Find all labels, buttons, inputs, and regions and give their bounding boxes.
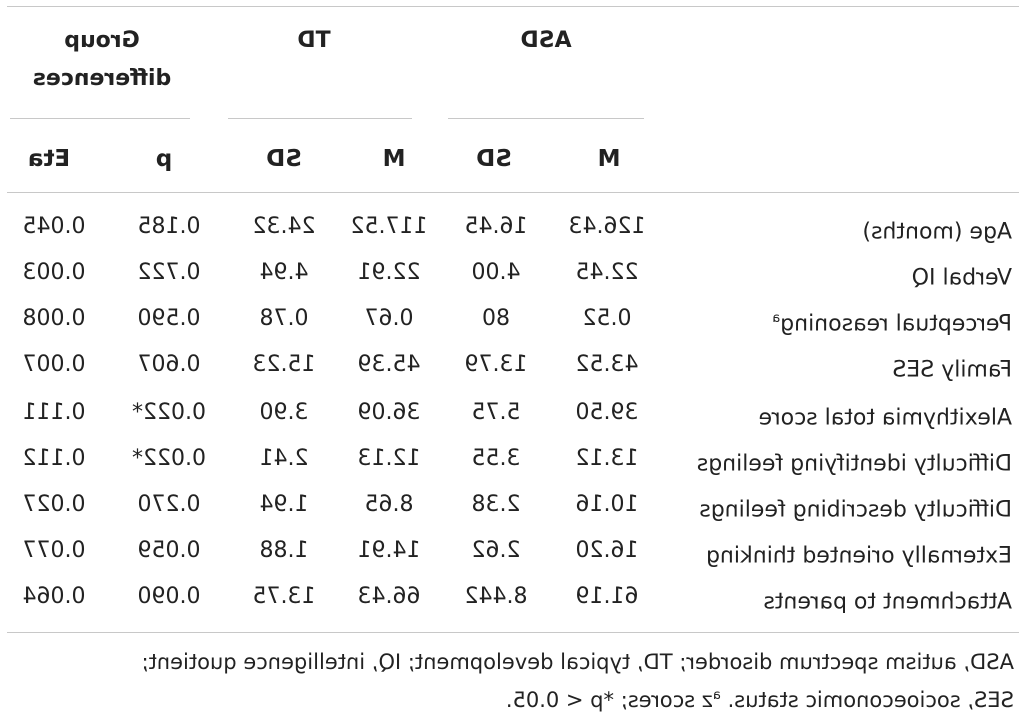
asd-sd: 4.00 [471,260,521,285]
row-label: Alexithymia total score [758,405,1012,431]
td-mean: 66.43 [357,584,421,609]
p-value: 0.590 [137,306,201,331]
asd-mean: 10.16 [575,492,639,517]
top-rule [7,6,1019,7]
eta-value: 0.077 [22,538,86,563]
td-sd: 24.32 [252,214,316,239]
table-row: Age (months) 126.43 16.45 117.52 24.32 0… [0,204,1024,250]
row-label: Family SES [892,357,1012,383]
asd-sd: 2.62 [471,538,521,563]
eta-value: 0.064 [22,584,86,609]
asd-mean: 39.50 [575,400,639,425]
footnote-line1: ASD, autism spectrum disorder; TD, typic… [141,650,1014,674]
p-value: 0.185 [137,214,201,239]
group-diff-rule [10,118,190,119]
td-mean: 0.67 [364,306,414,331]
asd-mean: 126.43 [568,214,646,239]
asd-sd: 16.45 [464,214,528,239]
td-mean: 8.65 [364,492,414,517]
subheader-eta: Eta [27,146,71,172]
row-label: Verbal IQ [911,265,1012,291]
subheader-td-sd: SD [266,146,302,172]
asd-sd: 80 [482,306,510,331]
asd-sd: 8.442 [464,584,528,609]
eta-value: 0.045 [22,214,86,239]
table-row: Verbal IQ 22.45 4.00 22.91 4.94 0.722 0.… [0,250,1024,296]
header-group-line2: differences [32,66,172,91]
table-row: Alexithymia total score 39.50 5.75 36.09… [0,390,1024,436]
subheader-p: p [155,146,173,172]
asd-group-rule [448,118,644,119]
td-sd: 15.23 [252,352,316,377]
td-sd: 4.94 [259,260,309,285]
asd-sd: 3.55 [471,446,521,471]
eta-value: 0.007 [22,352,86,377]
header-group-line1: Group [64,28,140,53]
header-rule [7,192,1019,193]
td-mean: 22.91 [357,260,421,285]
subheader-asd-m: M [597,146,621,172]
asd-mean: 13.12 [575,446,639,471]
row-label: Perceptual reasoninga [772,311,1012,337]
td-mean: 45.39 [357,352,421,377]
asd-sd: 13.79 [464,352,528,377]
p-value: 0.022* [132,400,206,425]
table-row: Difficulty identifying feelings 13.12 3.… [0,436,1024,482]
table-row: Difficulty describing feelings 10.16 2.3… [0,482,1024,528]
asd-mean: 61.19 [575,584,639,609]
td-sd: 2.41 [259,446,309,471]
asd-mean: 16.20 [575,538,639,563]
eta-value: 0.008 [22,306,86,331]
td-sd: 1.94 [259,492,309,517]
td-sd: 1.88 [259,538,309,563]
td-mean: 36.09 [357,400,421,425]
td-sd: 0.78 [259,306,309,331]
row-label: Age (months) [862,219,1012,245]
eta-value: 0.112 [22,446,86,471]
table-row: Family SES 43.52 13.79 45.39 15.23 0.607… [0,342,1024,388]
row-label: Difficulty describing feelings [699,497,1012,523]
asd-mean: 0.52 [582,306,632,331]
header-asd: ASD [520,28,572,53]
row-label: Attachment to parents [763,589,1012,615]
header-td: TD [297,28,331,53]
p-value: 0.022* [132,446,206,471]
eta-value: 0.027 [22,492,86,517]
p-value: 0.090 [137,584,201,609]
asd-sd: 2.38 [471,492,521,517]
asd-sd: 5.75 [471,400,521,425]
p-value: 0.722 [137,260,201,285]
footnote-line2: SES, socioeconomic status. az scores; *p… [505,688,1014,712]
asd-mean: 43.52 [575,352,639,377]
subheader-asd-sd: SD [476,146,512,172]
subheader-td-m: M [382,146,406,172]
td-mean: 12.13 [357,446,421,471]
td-mean: 117.52 [350,214,428,239]
row-label: Externally oriented thinking [705,543,1012,569]
eta-value: 0.111 [22,400,86,425]
asd-mean: 22.45 [575,260,639,285]
p-value: 0.059 [137,538,201,563]
row-label: Difficulty identifying feelings [696,451,1012,477]
td-group-rule [228,118,412,119]
p-value: 0.607 [137,352,201,377]
bottom-rule [7,632,1019,633]
eta-value: 0.003 [22,260,86,285]
table-row: Attachment to parents 61.19 8.442 66.43 … [0,574,1024,620]
p-value: 0.270 [137,492,201,517]
td-mean: 14.91 [357,538,421,563]
table-row: Externally oriented thinking 16.20 2.62 … [0,528,1024,574]
table-row: Perceptual reasoninga 0.52 80 0.67 0.78 … [0,296,1024,342]
td-sd: 13.75 [252,584,316,609]
td-sd: 3.90 [259,400,309,425]
